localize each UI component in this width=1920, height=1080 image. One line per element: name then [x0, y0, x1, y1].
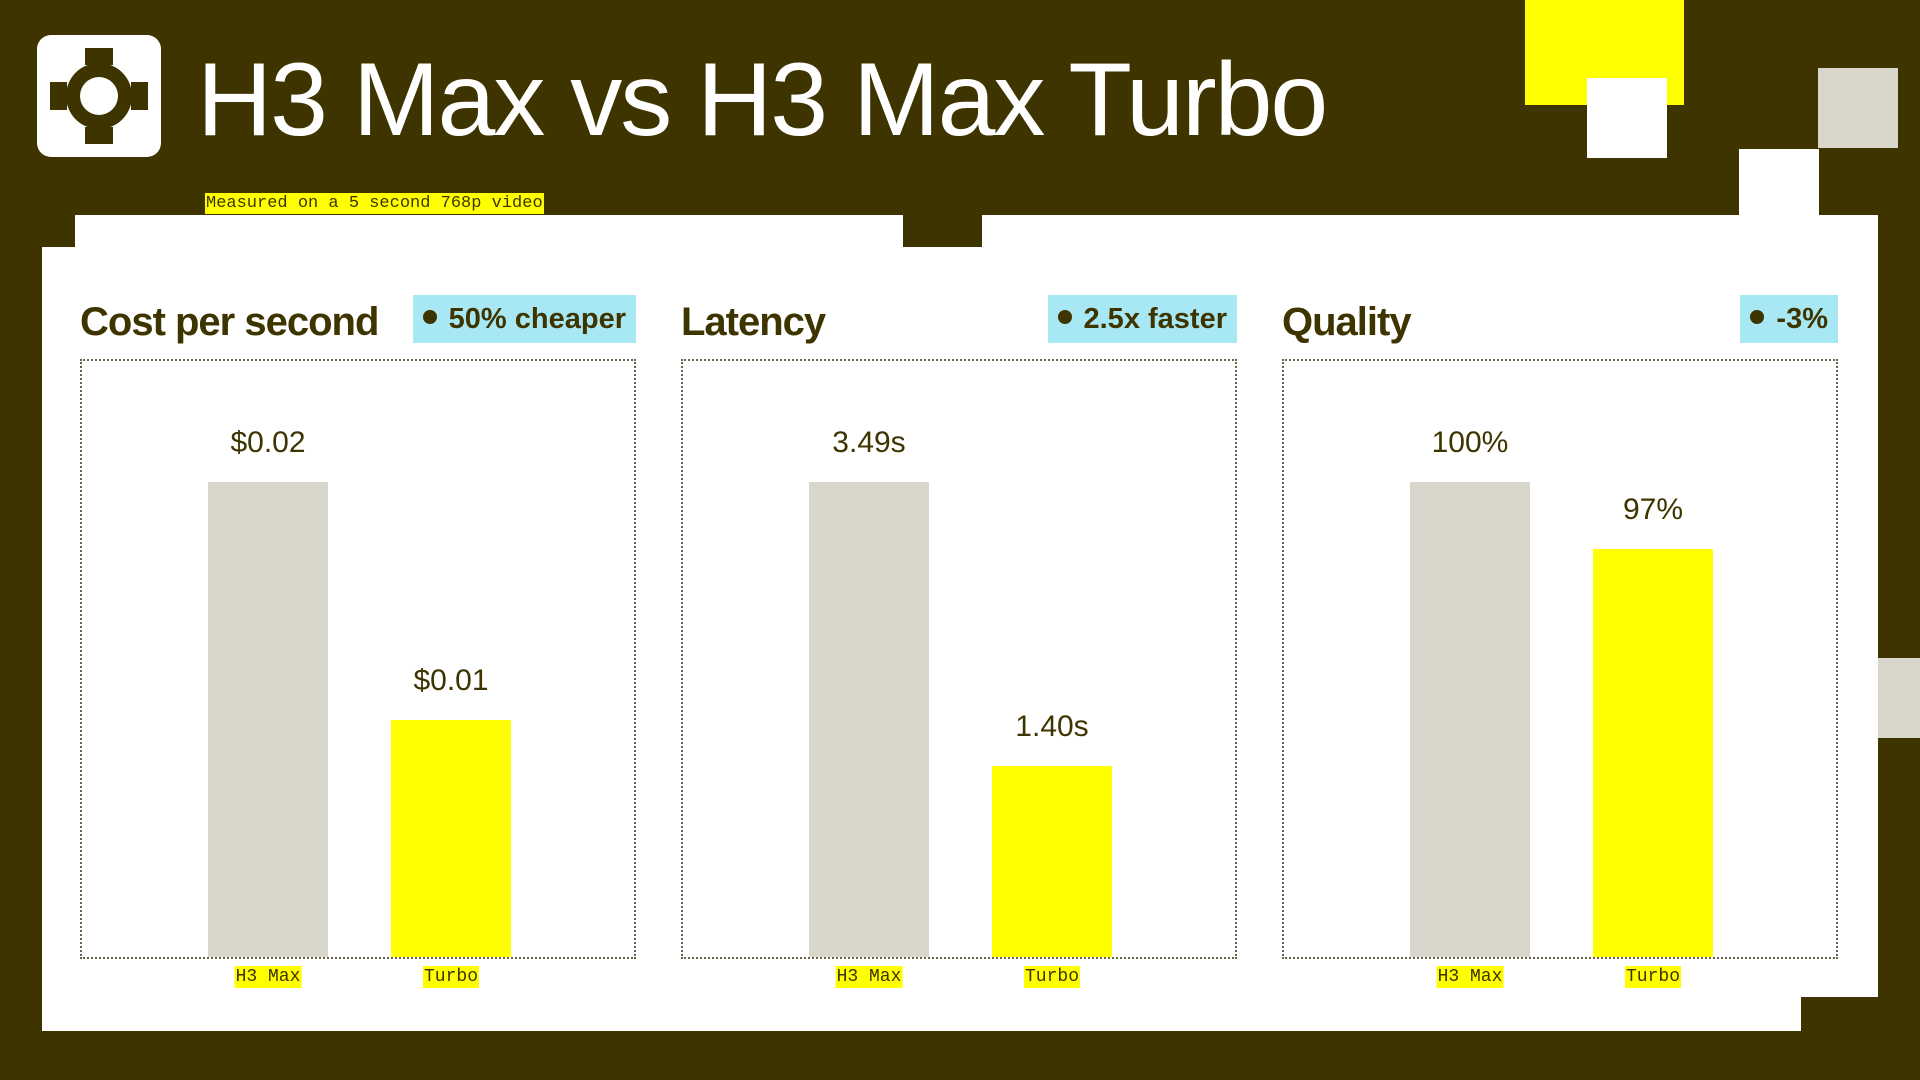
x-tick-label-turbo: Turbo: [422, 966, 480, 988]
chart-title: Latency: [681, 300, 826, 344]
x-tick-label-turbo: Turbo: [1624, 966, 1682, 988]
bar-h3-max: [208, 482, 328, 957]
chart-title: Quality: [1282, 300, 1412, 344]
bar-value-label-turbo: 97%: [1622, 492, 1684, 526]
bar-h3-max: [1410, 482, 1530, 957]
comparison-badge: 50% cheaper: [412, 295, 636, 343]
bullet-icon: [1750, 310, 1765, 325]
bar-h3-max: [809, 482, 929, 957]
bar-turbo: [391, 719, 511, 957]
bar-value-label-h3-max: 3.49s: [832, 426, 906, 459]
bar-value-label-turbo: $0.01: [413, 663, 489, 697]
x-tick-label-h3-max: H3 Max: [1436, 966, 1504, 988]
chart-title: Cost per second: [80, 300, 379, 344]
bar-value-label-h3-max: $0.02: [230, 426, 306, 459]
x-tick-label-turbo: Turbo: [1023, 966, 1081, 988]
badge-label: 2.5x faster: [1083, 303, 1228, 335]
bullet-icon: [422, 310, 437, 325]
deco-grey-block: [1818, 68, 1898, 148]
deco-grey-block-right: [1878, 658, 1920, 738]
bar-turbo: [1593, 548, 1713, 957]
chart-panel-cost: Cost per second 50% cheaper $0.02 $0.01 …: [80, 290, 636, 1000]
x-tick-label-h3-max: H3 Max: [835, 966, 903, 988]
logo: [37, 35, 161, 157]
plot-area: $0.02 $0.01: [80, 359, 636, 959]
badge-label: 50% cheaper: [448, 303, 626, 335]
plot-area: 100% 97%: [1282, 359, 1838, 959]
chart-panel-latency: Latency 2.5x faster 3.49s 1.40s H3 Max T…: [681, 290, 1237, 1000]
gear-ring-icon: [50, 48, 148, 144]
badge-label: -3%: [1776, 303, 1828, 335]
plot-area: 3.49s 1.40s: [681, 359, 1237, 959]
page-subtitle: Measured on a 5 second 768p video: [205, 193, 544, 214]
bar-value-label-h3-max: 100%: [1431, 426, 1509, 459]
bar-value-label-turbo: 1.40s: [1015, 710, 1089, 744]
deco-white-block: [1587, 78, 1667, 158]
bullet-icon: [1057, 310, 1072, 325]
comparison-badge: 2.5x faster: [1047, 295, 1237, 343]
x-tick-label-h3-max: H3 Max: [234, 966, 302, 988]
bar-turbo: [992, 766, 1112, 957]
page-title: H3 Max vs H3 Max Turbo: [197, 42, 1328, 158]
comparison-badge: -3%: [1740, 295, 1838, 343]
chart-panel-quality: Quality -3% 100% 97% H3 Max Turbo: [1282, 290, 1838, 1000]
